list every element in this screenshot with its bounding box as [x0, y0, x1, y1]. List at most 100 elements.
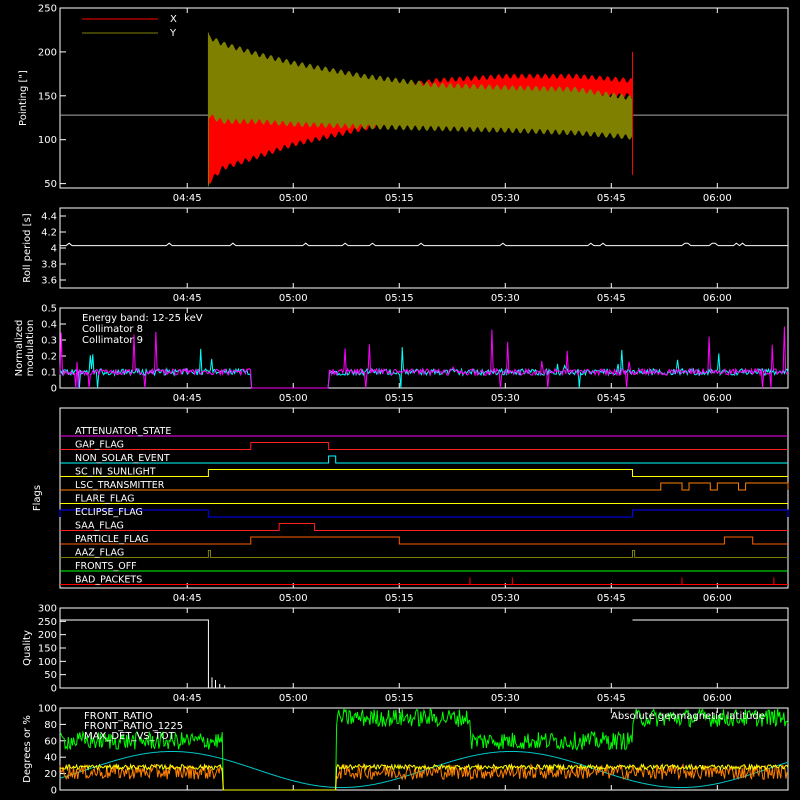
legend-front-ratio: FRONT_RATIO	[84, 711, 153, 722]
y-axis-label: Degrees or %	[22, 715, 33, 783]
flag-label: ECLIPSE_FLAG	[75, 507, 143, 518]
y-tick-label: 0.4	[41, 320, 57, 331]
x-tick-label: 05:00	[279, 293, 308, 304]
legend-label-x: X	[170, 14, 177, 25]
flag-label: GAP_FLAG	[75, 440, 124, 451]
x-tick-label: 04:45	[173, 693, 202, 704]
y-tick-label: 3.8	[41, 260, 57, 271]
flag-label: ATTENUATOR_STATE	[75, 426, 171, 437]
legend-collimator-8: Collimator 8	[82, 324, 143, 335]
x-tick-label: 05:30	[491, 693, 520, 704]
legend-front-ratio-1225: FRONT_RATIO_1225	[84, 721, 183, 732]
x-tick-label: 04:45	[173, 193, 202, 204]
y-tick-label: 100	[38, 657, 57, 668]
x-tick-label: 05:15	[385, 393, 414, 404]
y-tick-label: 40	[44, 753, 57, 764]
x-tick-label: 05:45	[597, 593, 626, 604]
y-tick-label: 4	[51, 244, 57, 255]
y-tick-label: 150	[38, 91, 57, 102]
x-tick-label: 05:45	[597, 393, 626, 404]
y-tick-label: 100	[38, 704, 57, 715]
y-tick-label: 0.1	[41, 368, 57, 379]
front-ratio-1225-line	[59, 707, 789, 791]
flag-line	[59, 509, 789, 518]
flag-label: PARTICLE_FLAG	[75, 534, 148, 545]
y-tick-label: 4.4	[41, 212, 57, 223]
panel-frame	[59, 707, 789, 791]
y-axis-label: Quality	[22, 630, 33, 666]
y-tick-label: 0.3	[41, 336, 57, 347]
y-axis-label: Roll period [s]	[22, 213, 33, 282]
y-axis-label: Pointing ["]	[18, 70, 29, 126]
modulation-line-9	[59, 326, 789, 389]
x-tick-label: 06:00	[703, 293, 732, 304]
panel-frame	[59, 7, 789, 189]
y-tick-label: 150	[38, 644, 57, 655]
x-tick-label: 06:00	[703, 593, 732, 604]
quality-line	[60, 619, 209, 688]
y-tick-label: 0	[51, 384, 57, 395]
flag-label: FLARE_FLAG	[75, 494, 135, 505]
y-tick-label: 250	[38, 4, 57, 15]
legend-geomagnetic-latitude: Absolute geomagnetic latitude	[611, 711, 765, 722]
front-ratio-line	[59, 762, 789, 791]
panel-frame	[59, 207, 789, 289]
y-tick-label: 80	[44, 720, 57, 731]
x-tick-label: 05:30	[491, 393, 520, 404]
y-axis-label: Flags	[32, 485, 43, 511]
x-tick-label: 05:30	[491, 593, 520, 604]
flag-label: SAA_FLAG	[75, 521, 124, 532]
x-tick-label: 04:45	[173, 593, 202, 604]
roll-period-line	[60, 242, 788, 247]
y-tick-label: 0	[51, 684, 57, 695]
flag-line	[60, 442, 788, 450]
x-tick-label: 05:15	[385, 593, 414, 604]
y-tick-label: 100	[38, 135, 57, 146]
x-tick-label: 04:45	[173, 393, 202, 404]
flag-label: NON_SOLAR_EVENT	[75, 453, 170, 464]
y-tick-label: 200	[38, 630, 57, 641]
y-tick-label: 250	[38, 617, 57, 628]
x-tick-label: 05:30	[491, 193, 520, 204]
x-tick-label: 06:00	[703, 193, 732, 204]
x-tick-label: 05:15	[385, 293, 414, 304]
modulation-line-8	[59, 347, 789, 389]
y-tick-label: 0.5	[41, 304, 57, 315]
x-tick-label: 05:30	[491, 293, 520, 304]
flag-line	[60, 550, 788, 558]
flag-line	[60, 536, 788, 545]
x-tick-label: 05:00	[279, 593, 308, 604]
x-tick-label: 05:45	[597, 193, 626, 204]
panel-frame	[59, 407, 789, 589]
x-tick-label: 05:00	[279, 693, 308, 704]
y-tick-label: 0.2	[41, 352, 57, 363]
flag-line	[60, 455, 788, 464]
legend-energy-band: Energy band: 12-25 keV	[82, 313, 203, 324]
y-tick-label: 60	[44, 736, 57, 747]
quality-line	[632, 619, 789, 688]
y-tick-label: 4.2	[41, 228, 57, 239]
flag-label: SC_IN_SUNLIGHT	[75, 467, 156, 478]
flag-line	[60, 482, 789, 491]
x-tick-label: 05:00	[279, 193, 308, 204]
x-tick-label: 05:45	[597, 293, 626, 304]
max-det-vs-tot-line	[59, 762, 789, 791]
legend-label-y: Y	[169, 28, 177, 39]
x-tick-label: 05:00	[279, 393, 308, 404]
panel-frame	[59, 307, 789, 389]
x-tick-label: 05:15	[385, 693, 414, 704]
x-tick-label: 05:45	[597, 693, 626, 704]
legend-collimator-9: Collimator 9	[82, 335, 143, 346]
y-tick-label: 300	[38, 604, 57, 615]
flag-label: FRONTS_OFF	[75, 561, 137, 572]
flag-label: BAD_PACKETS	[75, 575, 142, 586]
x-tick-label: 04:45	[173, 293, 202, 304]
y-axis-label: modulation	[25, 320, 36, 377]
flag-line	[60, 469, 788, 477]
x-tick-label: 05:15	[385, 193, 414, 204]
flag-label: LSC_TRANSMITTER	[75, 480, 165, 491]
x-tick-label: 06:00	[703, 393, 732, 404]
legend-max-det-vs-tot: MAX_DET_VS_TOT	[84, 731, 176, 742]
